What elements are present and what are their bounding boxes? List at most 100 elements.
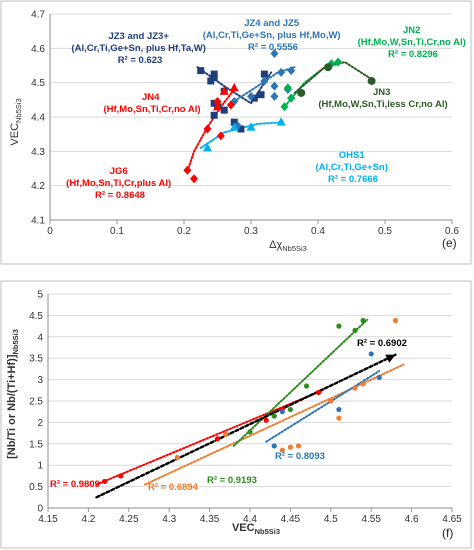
panel-f-data-point [376, 374, 382, 381]
panel-e-y-tick: 4.2 [31, 181, 45, 192]
panel-f-trendline-arrowhead [385, 354, 396, 363]
panel-f-y-tick: 1 [37, 461, 43, 472]
panel-e-y-tick: 4.7 [31, 10, 45, 21]
panel-f-data-point [223, 431, 229, 437]
panel-f-data-point [271, 443, 277, 449]
panel-f-trendline [144, 363, 405, 486]
panel-f-y-tick: 1.5 [29, 439, 43, 450]
panel-e-x-tick: 0.3 [244, 226, 258, 237]
panel-f-data-point [336, 406, 342, 413]
panel-e-data-point [220, 106, 228, 114]
panel-f-frame [0, 280, 472, 549]
panel-e-trendline [293, 61, 373, 94]
panel-f-x-tick: 4.55 [361, 514, 381, 525]
panel-e-x-label: ΔχNb5Si3 [269, 239, 307, 253]
panel-f-x-tick: 4.65 [442, 514, 462, 525]
panel-f-grid [48, 293, 452, 509]
panel-e-data-point [213, 97, 222, 107]
panel-e-tick-labels: 4.1 4.2 4.3 4.4 4.5 4.6 4.7 0 0.1 0.2 0.3 0.4 0.5 0.6 [31, 10, 459, 238]
panel-f-data-point [360, 317, 366, 324]
panel-f: 00.511.522.533.544.554.15 4.2 4.25 4.3 4.35 4… [0, 280, 472, 549]
panel-e-data-point [247, 91, 255, 101]
panel-f-data-point [287, 444, 293, 450]
panel-f-data-point [316, 389, 322, 396]
panel-f-data-point [279, 447, 285, 453]
panel-f-trendline [232, 318, 369, 447]
panel-f-data-point [392, 317, 399, 324]
panel-f-data-point [336, 415, 342, 421]
panel-f-data-point [352, 385, 358, 391]
panel-f-y-tick: 3 [37, 375, 43, 386]
r2-label-green: R² = 0.9193 [207, 475, 257, 486]
panel-e-data-point [283, 83, 292, 93]
panel-f-data-point [118, 473, 124, 479]
panel-e-data-point [270, 81, 279, 91]
panel-f-data-point [368, 351, 374, 357]
panel-f-data-point [295, 443, 302, 449]
panel-e-points [183, 48, 376, 184]
panel-e-y-tick: 4.4 [31, 113, 45, 124]
panel-e-data-point [230, 118, 238, 126]
panel-e-data-point [277, 67, 286, 77]
panel-f-data-point [336, 323, 342, 329]
panel-e-data-point [226, 100, 235, 110]
panel-e-data-point [334, 57, 343, 67]
panel-f-axes [47, 294, 453, 512]
panel-f-trendline [95, 353, 397, 499]
panel-e-label: (e) [442, 236, 457, 250]
panel-e-data-point [197, 67, 205, 75]
panel-f-data-point [215, 436, 221, 442]
panel-e-data-point [287, 93, 296, 103]
panel-e-x-tick: 0.6 [445, 226, 459, 237]
annotation-jg6: JG6 (Hf,Mo,Sn,Ti,Cr,plus Al) R² = 0.8648 [66, 166, 174, 201]
panel-f-x-tick: 4.15 [38, 514, 58, 525]
panel-f-data-point [174, 454, 180, 461]
panel-f-y-tick: 2.5 [29, 397, 43, 408]
panel-e-data-point [257, 91, 265, 99]
panel-e-data-point [246, 122, 256, 131]
annotation-jz3: JZ3 and JZ3+ (Al,Cr,Ti,Ge+Sn, plus Hf,Ta… [71, 31, 208, 66]
panel-f-x-tick: 4.4 [243, 514, 257, 525]
panel-f-y-tick: 2 [37, 418, 43, 429]
panel-f-y-tick: 3.5 [29, 354, 43, 365]
panel-f-trendline [265, 370, 381, 443]
panel-f-x-tick: 4.25 [119, 514, 139, 525]
panel-f-data-point [263, 417, 269, 423]
panel-e-x-tick: 0.2 [177, 226, 191, 237]
annotation-jn2: JN2 (Hf,Mo,W,Sn,Ti,Cr,no Al) R² = 0.8296 [358, 25, 469, 60]
panel-e-data-point [280, 102, 289, 112]
panel-f-data-point [287, 406, 293, 413]
panel-e-data-point [297, 88, 306, 97]
panel-f-data-point [271, 413, 277, 419]
panel-f-y-tick: 4.5 [29, 311, 43, 322]
r2-label-red: R² = 0.9809 [50, 479, 100, 490]
panel-f-x-label: VECNb5Si3 [232, 522, 280, 536]
panel-e-data-point [219, 86, 229, 95]
panel-e-data-point [287, 66, 296, 76]
annotation-jn4: JN4 (Hf,Mo,Sn,Ti,Cr,no Al) [103, 92, 200, 115]
panel-e-data-point [203, 124, 212, 134]
panel-e-y-tick: 4.3 [31, 147, 45, 158]
panel-f-x-tick: 4.35 [200, 514, 220, 525]
panel-e: 4.1 4.2 4.3 4.4 4.5 4.6 4.7 0 0.1 0.2 0.3 0.4 0.5 0.6… [0, 0, 472, 265]
panel-e-x-tick: 0 [47, 226, 53, 237]
annotation-jz4: JZ4 and JZ5 (Al,Cr,Ti,Ge+Sn, plus Hf,Mo,… [203, 18, 343, 53]
annotation-jn3: JN3 (Hf,Mo,W,Sn,Ti,less Cr,no Al) [318, 87, 447, 110]
panel-e-y-tick: 4.1 [31, 216, 45, 227]
panel-f-data-point [328, 398, 334, 404]
panel-f-data-point [279, 409, 285, 415]
panel-e-trendline [229, 66, 296, 105]
panel-e-data-point [367, 76, 376, 85]
panel-e-data-point [207, 77, 215, 85]
panel-e-data-point [190, 174, 199, 184]
panel-f-x-tick: 4.45 [281, 514, 301, 525]
panel-f-data-point [360, 381, 366, 387]
panel-e-data-point [324, 63, 333, 72]
panel-f-y-tick: 5 [37, 290, 43, 301]
panel-e-data-point [229, 122, 239, 131]
panel-e-data-point [270, 48, 279, 58]
panel-e-y-tick: 4.6 [31, 44, 45, 55]
panel-e-y-tick: 4.5 [31, 78, 45, 89]
panel-e-data-point [183, 165, 192, 175]
